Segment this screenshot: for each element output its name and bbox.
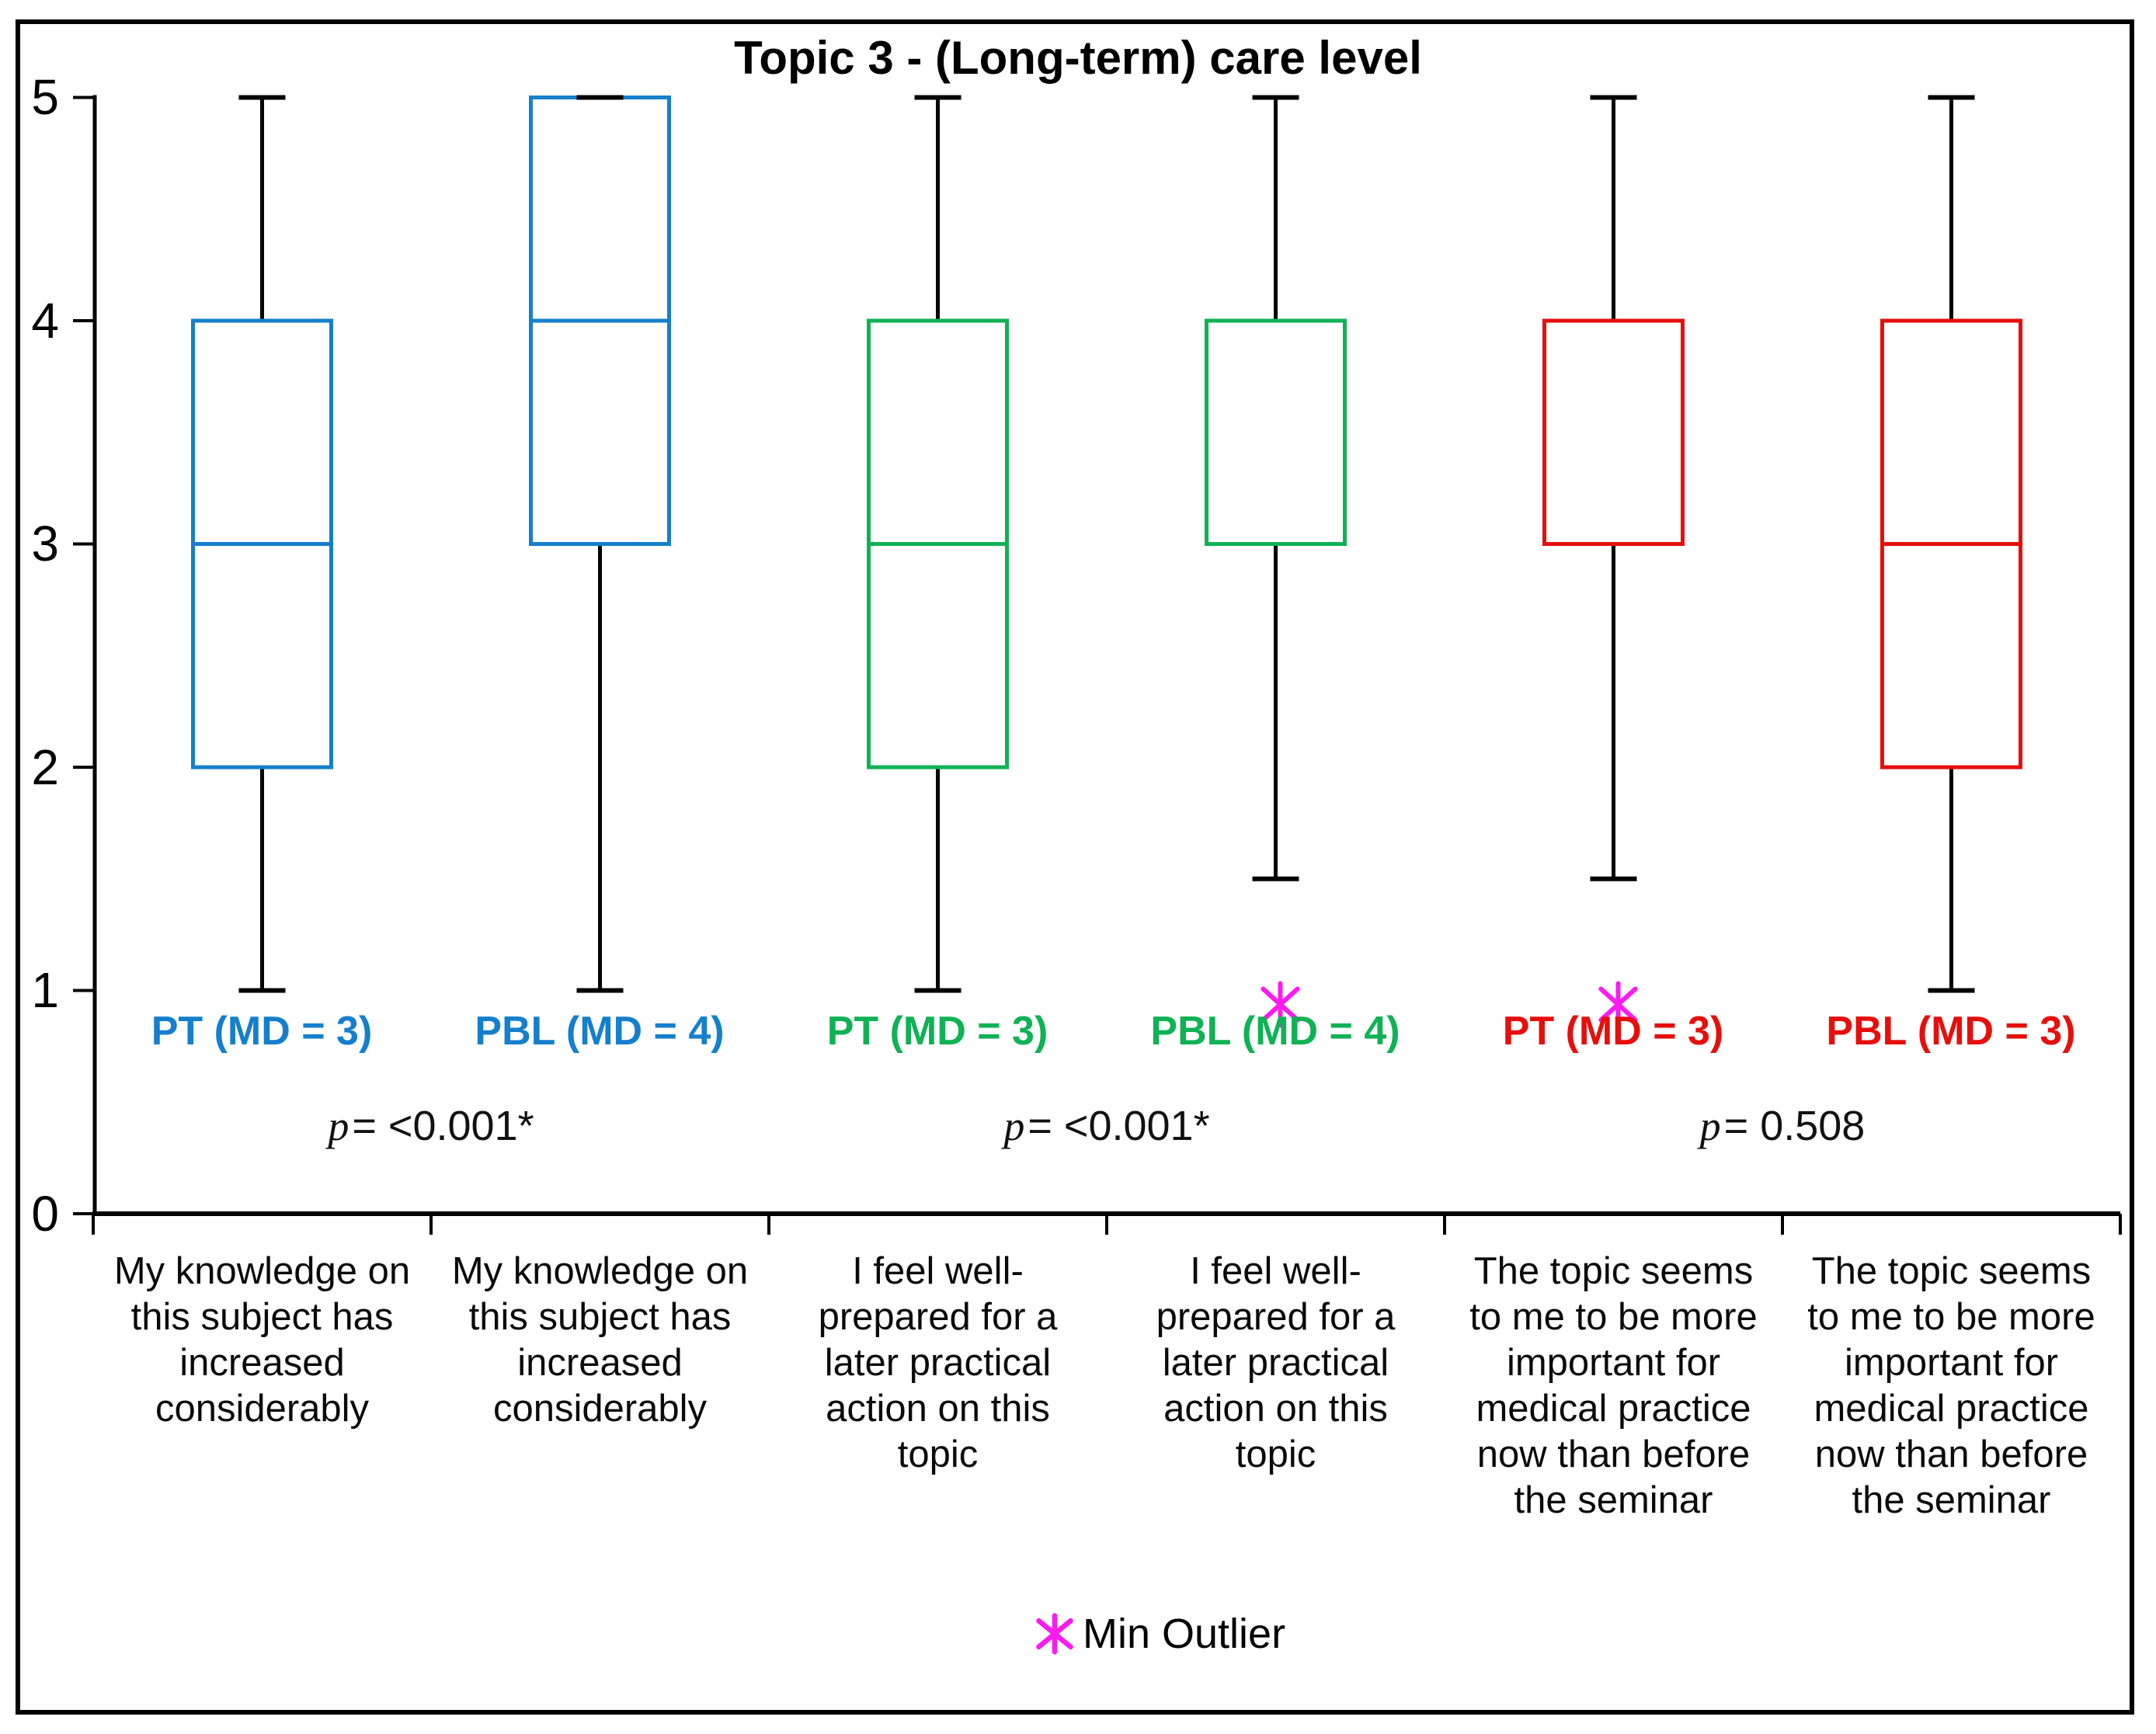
x-category-label-5: The topic seems to me to be more importa… [1469, 1250, 1758, 1521]
y-tick-label-2: 2 [31, 739, 59, 795]
p-symbol: p [328, 1103, 349, 1149]
p-value-pair-1: p= <0.001* [229, 1102, 633, 1150]
box-4 [1205, 318, 1347, 546]
x-category-label-3: I feel well- prepared for a later practi… [818, 1250, 1058, 1475]
series-label-pbl-2: PBL (MD = 4) [1150, 1009, 1400, 1054]
legend: Min Outlier [1033, 1611, 1285, 1657]
min-outlier-marker [1261, 986, 1300, 1023]
x-category-label-2: My knowledge on this subject has increas… [451, 1250, 749, 1430]
p-value-text: = <0.001* [352, 1103, 534, 1149]
series-label-pt-3: PT (MD = 3) [1502, 1009, 1724, 1054]
y-tick-label-4: 4 [31, 293, 59, 349]
p-symbol: p [1003, 1103, 1025, 1149]
min-outlier-marker [1598, 986, 1638, 1023]
series-label-pt-1: PT (MD = 3) [151, 1009, 373, 1054]
legend-label: Min Outlier [1083, 1611, 1286, 1657]
p-value-pair-3: p= 0.508 [1580, 1102, 1984, 1150]
p-symbol: p [1699, 1103, 1721, 1149]
y-tick-label-0: 0 [31, 1186, 59, 1242]
y-tick-label-1: 1 [31, 962, 59, 1018]
x-category-label-4: I feel well- prepared for a later practi… [1156, 1250, 1396, 1475]
series-label-pt-2: PT (MD = 3) [826, 1009, 1048, 1054]
min-outlier-legend-glyph [1036, 1618, 1073, 1650]
chart-title: Topic 3 - (Long-term) care level [734, 32, 1422, 84]
x-category-label-1: My knowledge on this subject has increas… [113, 1250, 411, 1430]
series-label-pbl-1: PBL (MD = 4) [475, 1009, 725, 1054]
p-value-text: = <0.001* [1028, 1103, 1210, 1149]
x-category-label-6: The topic seems to me to be more importa… [1807, 1250, 2095, 1521]
y-tick-label-3: 3 [31, 516, 59, 572]
y-tick-label-5: 5 [31, 69, 59, 125]
box-5 [1542, 318, 1685, 546]
p-value-pair-2: p= <0.001* [905, 1102, 1309, 1150]
min-outlier-legend-icon [1036, 1613, 1073, 1655]
figure-frame [16, 19, 2134, 1715]
p-value-text: = 0.508 [1723, 1103, 1866, 1149]
series-label-pbl-3: PBL (MD = 3) [1826, 1009, 2076, 1054]
